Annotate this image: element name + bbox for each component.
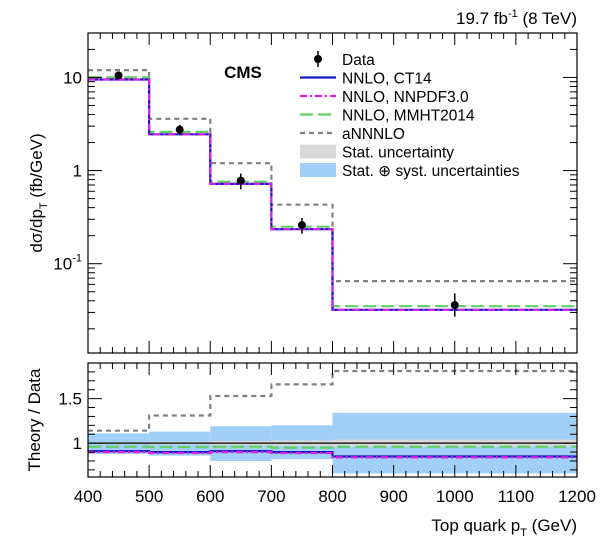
x-tick-label-2: 600 <box>196 487 224 506</box>
ratio-series-mmht <box>88 445 577 449</box>
legend-label-data: Data <box>342 52 375 69</box>
ratio-y-axis-label: Theory / Data <box>25 368 44 472</box>
data-point-4 <box>450 301 459 310</box>
ratio-series-nnpdf <box>88 451 577 459</box>
x-tick-label-0: 400 <box>74 487 102 506</box>
legend-item-annnlo: aNNNLO <box>300 126 405 143</box>
legend-label-nnpdf: NNLO, NNPDF3.0 <box>342 89 469 106</box>
ratio-series-annnlo <box>88 369 577 432</box>
legend-item-nnpdf: NNLO, NNPDF3.0 <box>300 89 469 106</box>
x-tick-label-1: 500 <box>135 487 163 506</box>
legend-item-syst: Stat. ⊕ syst. uncertainties <box>300 163 520 180</box>
legend-item-mmht: NNLO, MMHT2014 <box>300 108 475 125</box>
x-tick-label-5: 900 <box>379 487 407 506</box>
data-point-2 <box>236 176 245 185</box>
legend-item-data: Data <box>314 51 375 69</box>
legend-swatch-stat <box>300 144 336 159</box>
legend-item-ct14: NNLO, CT14 <box>300 71 432 88</box>
main-y-tick-label-2: 10-1 <box>53 253 82 274</box>
legend-label-mmht: NNLO, MMHT2014 <box>342 108 475 125</box>
legend-label-annnlo: aNNNLO <box>342 126 405 143</box>
main-y-tick-label-1: 1 <box>73 162 82 181</box>
x-tick-label-6: 1000 <box>436 487 474 506</box>
main-series-nnpdf <box>88 78 577 311</box>
main-y-tick-label-0: 10 <box>63 68 82 87</box>
legend-swatch-syst <box>300 163 336 177</box>
legend-item-stat: Stat. uncertainty <box>300 144 454 162</box>
x-tick-label-4: 800 <box>318 487 346 506</box>
data-point-3 <box>297 221 306 230</box>
x-tick-label-8: 1200 <box>558 487 596 506</box>
ratio-panel: 1 1.5 400 500 600 700 800 900 1000 1100 1200 Theor… <box>25 362 596 539</box>
data-point-0 <box>114 71 123 80</box>
experiment-label: CMS <box>224 63 262 82</box>
x-tick-label-7: 1100 <box>498 487 535 506</box>
legend-label-ct14: NNLO, CT14 <box>342 71 432 88</box>
main-y-axis-label: dσ/dpT (fb/GeV) <box>27 133 50 252</box>
data-point-1 <box>175 125 184 134</box>
x-axis-label: Top quark pT (GeV) <box>431 516 577 539</box>
legend-data-marker <box>314 55 322 63</box>
legend-label-syst: Stat. ⊕ syst. uncertainties <box>342 163 520 180</box>
x-tick-label-3: 700 <box>257 487 285 506</box>
luminosity-label: 19.7 fb-1 (8 TeV) <box>456 8 577 28</box>
ratio-y-tick-label-0: 1 <box>73 434 82 453</box>
legend-label-stat: Stat. uncertainty <box>342 145 454 162</box>
ratio-y-tick-label-1: 1.5 <box>58 390 82 409</box>
